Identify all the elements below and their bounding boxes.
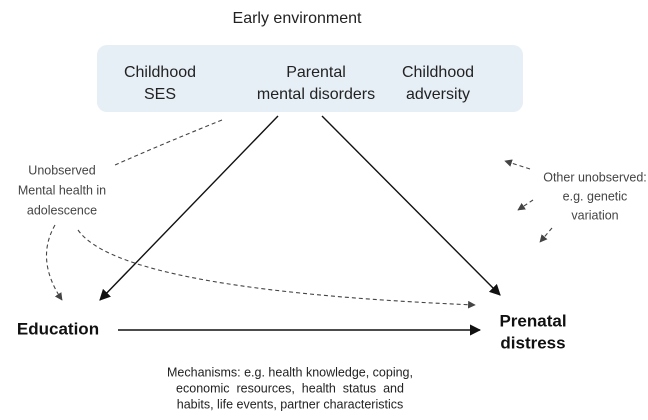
node-label: Childhood [124,64,196,81]
node-label: e.g. genetic [563,189,628,203]
dashed-arrow [45,224,63,301]
node-label: Other unobserved: [543,170,647,184]
node-label: adversity [406,86,470,103]
mechanisms-line: economic resources, health status and [176,381,404,395]
node-label: Prenatal [499,311,566,330]
node-label: SES [144,86,176,103]
title: Early environment [233,10,363,27]
node-label: Childhood [402,64,474,81]
arrow [99,115,279,301]
node-label: adolescence [27,203,97,217]
mechanisms-line: Mechanisms: e.g. health knowledge, copin… [167,365,413,379]
dashed-arrow [77,229,476,309]
node-label: Education [17,319,99,338]
node-label: mental disorders [257,86,375,103]
node-label: Parental [286,64,346,81]
mechanisms-line: habits, life events, partner characteris… [177,397,404,411]
node-label: distress [500,333,565,352]
dashed-arrow [539,227,553,243]
dashed-arrow [504,159,531,170]
dashed-arrow [517,199,534,211]
node-label: variation [571,208,618,222]
dashed-link [114,119,223,166]
node-label: Unobserved [28,163,95,177]
node-label: Mental health in [18,183,106,197]
arrow [321,115,501,296]
environment-box [97,45,523,112]
